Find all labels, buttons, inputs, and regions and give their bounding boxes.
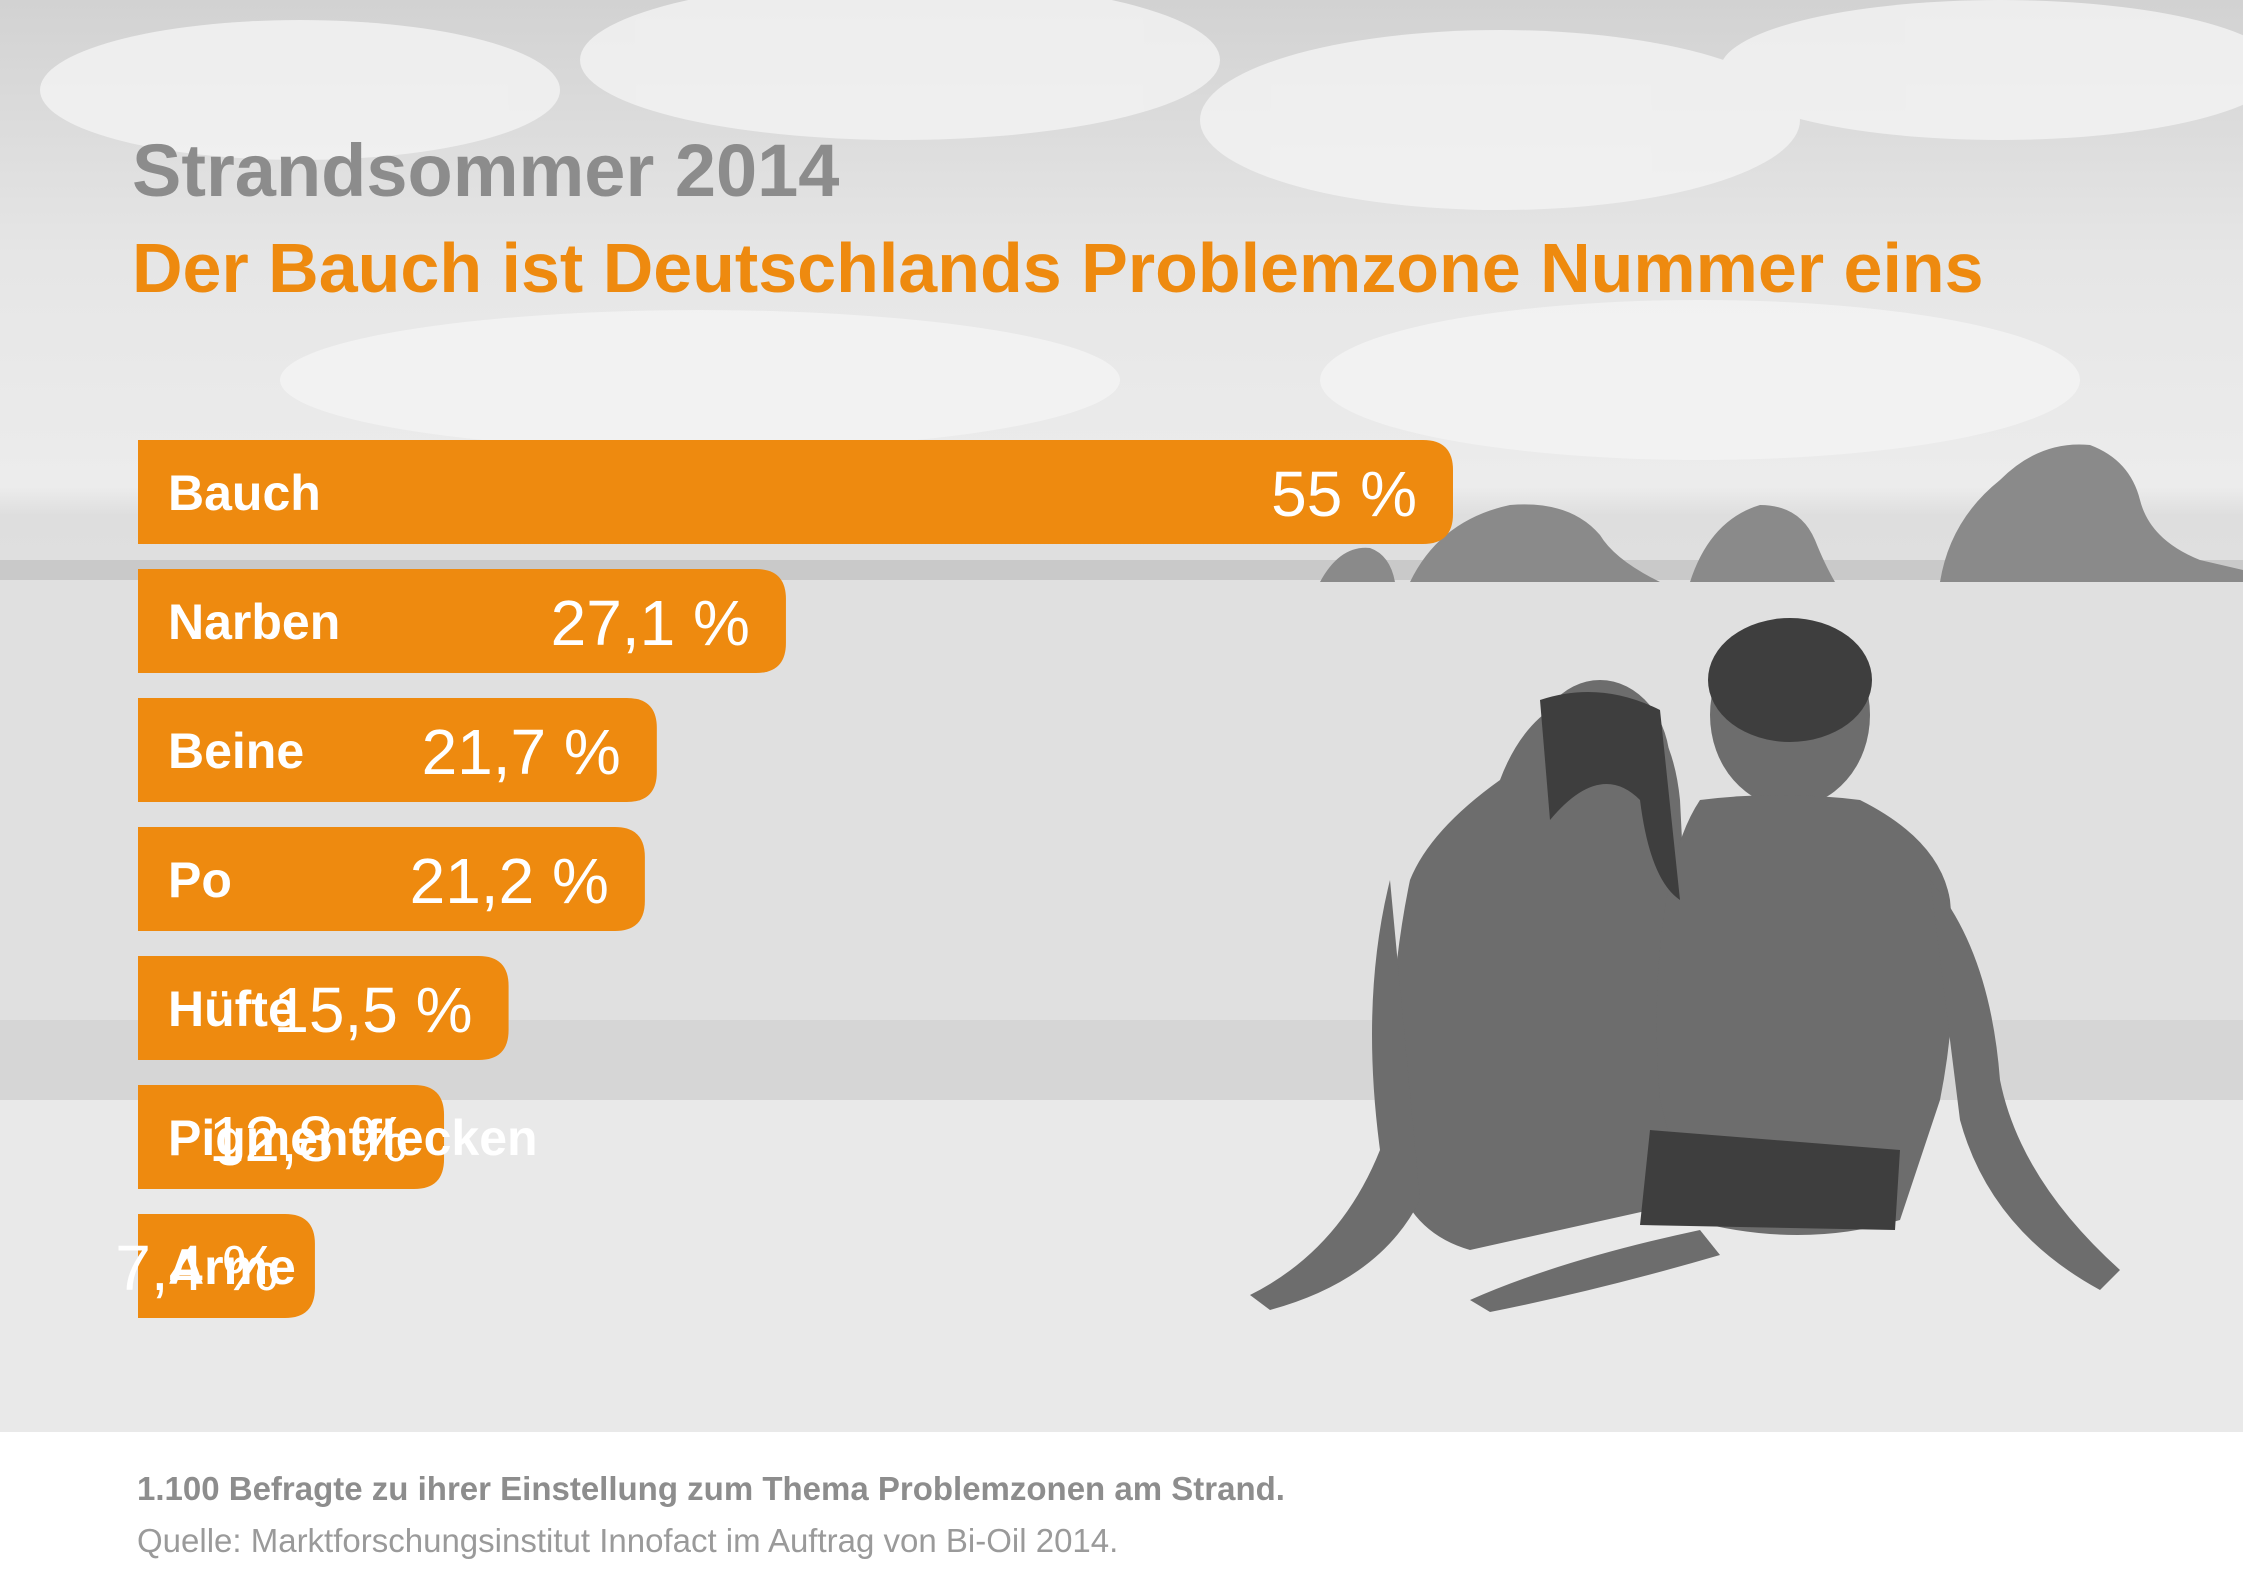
value-label: 55 %: [1271, 458, 1417, 530]
bar: [138, 569, 786, 673]
beach-background-photo: [0, 0, 2243, 1432]
value-label: 27,1 %: [551, 587, 750, 659]
bar-group: Beine 21,7 %: [138, 698, 657, 802]
bar: [138, 440, 1453, 544]
value-label: 12,8 %: [209, 1103, 408, 1175]
bar: [138, 1214, 315, 1318]
bar: [138, 827, 645, 931]
category-label: Narben: [168, 594, 340, 650]
category-label: Po: [168, 852, 232, 908]
bar-group: Narben 27,1 %: [138, 569, 786, 673]
value-label: 7,4 %: [115, 1232, 279, 1304]
category-label: Bauch: [168, 465, 321, 521]
bar-group: Bauch 55 %: [138, 440, 1453, 544]
category-label: Hüfte: [168, 981, 296, 1037]
bar: [138, 1085, 445, 1189]
survey-note: 1.100 Befragte zu ihrer Einstellung zum …: [137, 1470, 1285, 1507]
category-label: Arme: [168, 1239, 296, 1295]
category-label: Pigmentflecken: [168, 1110, 538, 1166]
bar: [138, 698, 657, 802]
chart-subtitle: Der Bauch ist Deutschlands Problemzone N…: [132, 229, 1984, 307]
category-label: Beine: [168, 723, 304, 779]
footer: [0, 1432, 2243, 1594]
bar-group: Po 21,2 %: [138, 827, 645, 931]
value-label: 21,2 %: [410, 845, 609, 917]
beach-scene-illustration: [0, 444, 2243, 1432]
bar-chart: Bauch 55 % Narben 27,1 % Beine 21,7 % Po 21,2 %…: [115, 440, 1453, 1318]
value-label: 15,5 %: [273, 974, 472, 1046]
bar: [138, 956, 509, 1060]
chart-title: Strandsommer 2014: [132, 129, 840, 212]
value-label: 21,7 %: [422, 716, 621, 788]
source-line: Quelle: Marktforschungsinstitut Innofact…: [137, 1522, 1119, 1559]
